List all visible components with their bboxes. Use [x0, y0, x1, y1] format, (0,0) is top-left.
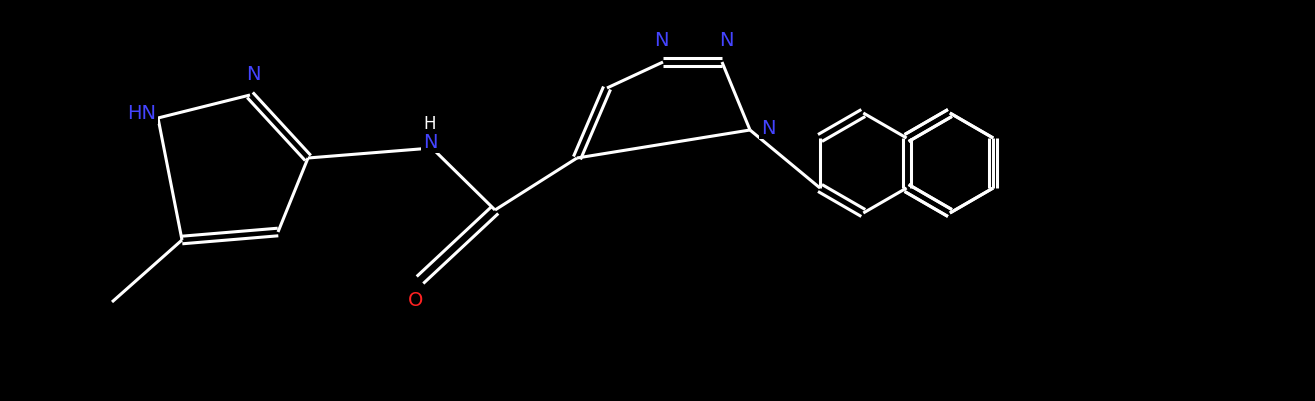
- Text: HN: HN: [128, 103, 156, 122]
- Text: H: H: [423, 115, 437, 133]
- Text: N: N: [719, 30, 734, 49]
- Text: O: O: [409, 290, 423, 310]
- Text: N: N: [246, 65, 260, 85]
- Text: N: N: [761, 119, 776, 138]
- Text: N: N: [654, 30, 668, 49]
- Text: N: N: [422, 132, 438, 152]
